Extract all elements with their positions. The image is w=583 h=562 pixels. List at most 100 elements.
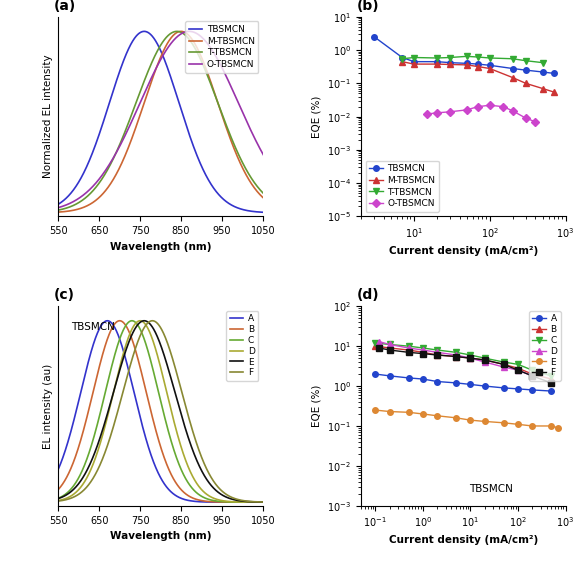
- F: [514, 367, 521, 374]
- A: [104, 318, 111, 324]
- A: [452, 379, 459, 386]
- E: [467, 417, 474, 424]
- A: [529, 387, 536, 393]
- D: [405, 345, 412, 351]
- TBSMCN: [447, 59, 454, 66]
- Line: E: E: [373, 407, 561, 430]
- O-TBSMCN: [264, 157, 271, 164]
- TBSMCN: [486, 62, 493, 69]
- D: [452, 352, 459, 359]
- T-TBSMCN: [539, 59, 546, 66]
- T-TBSMCN: [217, 108, 224, 115]
- A: [467, 381, 474, 388]
- E: [500, 419, 507, 426]
- F: [481, 357, 488, 364]
- Legend: A, B, C, D, E, F: A, B, C, D, E, F: [226, 311, 258, 381]
- A: [419, 375, 426, 382]
- T-TBSMCN: [76, 199, 83, 206]
- E: [141, 318, 147, 324]
- A: [500, 384, 507, 391]
- B: [419, 349, 426, 356]
- TBSMCN: [550, 70, 557, 77]
- F: [405, 349, 412, 356]
- F: [434, 352, 441, 359]
- T-TBSMCN: [509, 56, 516, 62]
- A: [55, 466, 62, 473]
- Line: T-TBSMCN: T-TBSMCN: [399, 53, 546, 65]
- E: [514, 421, 521, 428]
- E: [419, 411, 426, 418]
- C: [139, 332, 146, 339]
- TBSMCN: [399, 54, 406, 61]
- F: [419, 350, 426, 357]
- C: [264, 499, 271, 506]
- F: [500, 361, 507, 368]
- Line: C: C: [58, 321, 267, 502]
- O-TBSMCN: [186, 28, 193, 35]
- TBSMCN: [475, 61, 482, 67]
- C: [419, 345, 426, 351]
- E: [198, 468, 205, 474]
- D: [147, 330, 154, 337]
- C: [55, 495, 62, 502]
- TBSMCN: [371, 34, 378, 40]
- C: [128, 318, 135, 324]
- TBSMCN: [141, 28, 147, 35]
- C: [147, 356, 154, 363]
- O-TBSMCN: [433, 110, 440, 116]
- Legend: TBSMCN, M-TBSMCN, T-TBSMCN, O-TBSMCN: TBSMCN, M-TBSMCN, T-TBSMCN, O-TBSMCN: [366, 161, 439, 212]
- M-TBSMCN: [486, 65, 493, 72]
- B: [222, 498, 229, 505]
- M-TBSMCN: [550, 89, 557, 96]
- T-TBSMCN: [522, 57, 529, 64]
- Text: TBSMCN: TBSMCN: [469, 484, 513, 494]
- A: [147, 450, 154, 456]
- D: [467, 355, 474, 361]
- Line: O-TBSMCN: O-TBSMCN: [58, 31, 267, 207]
- Line: E: E: [58, 321, 267, 502]
- B: [372, 343, 379, 350]
- M-TBSMCN: [139, 104, 146, 111]
- F: [55, 498, 62, 505]
- M-TBSMCN: [264, 197, 271, 204]
- B: [500, 361, 507, 368]
- T-TBSMCN: [139, 81, 146, 88]
- A: [372, 371, 379, 378]
- C: [405, 343, 412, 350]
- Line: A: A: [373, 371, 554, 394]
- F: [529, 373, 536, 379]
- Y-axis label: Normalized EL intensity: Normalized EL intensity: [43, 55, 52, 179]
- B: [139, 375, 146, 382]
- F: [149, 318, 156, 324]
- Text: TBSMCN: TBSMCN: [71, 322, 114, 332]
- T-TBSMCN: [264, 193, 271, 200]
- Line: D: D: [58, 321, 267, 502]
- Line: A: A: [58, 321, 267, 502]
- TBSMCN: [55, 201, 62, 207]
- F: [139, 327, 146, 334]
- TBSMCN: [433, 58, 440, 65]
- B: [217, 498, 224, 505]
- M-TBSMCN: [475, 63, 482, 70]
- C: [452, 349, 459, 356]
- C: [222, 498, 229, 505]
- B: [55, 486, 62, 493]
- O-TBSMCN: [76, 194, 83, 201]
- TBSMCN: [217, 194, 224, 201]
- Line: F: F: [376, 345, 554, 386]
- C: [467, 352, 474, 359]
- O-TBSMCN: [475, 103, 482, 110]
- A: [386, 373, 393, 379]
- M-TBSMCN: [147, 81, 154, 88]
- O-TBSMCN: [509, 107, 516, 114]
- Line: O-TBSMCN: O-TBSMCN: [424, 102, 538, 125]
- F: [375, 345, 382, 351]
- D: [419, 347, 426, 353]
- C: [529, 367, 536, 374]
- D: [434, 349, 441, 356]
- E: [547, 423, 554, 429]
- A: [217, 499, 224, 506]
- A: [76, 394, 83, 401]
- D: [139, 318, 146, 325]
- TBSMCN: [509, 65, 516, 72]
